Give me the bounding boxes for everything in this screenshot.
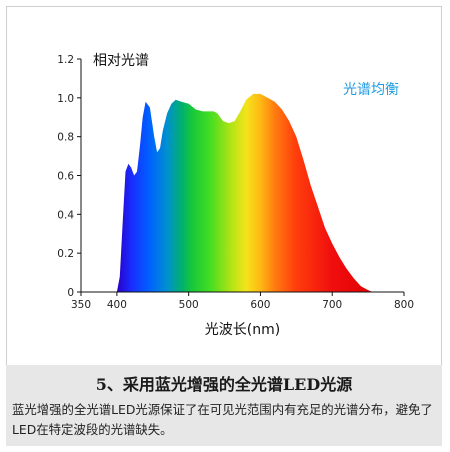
y-tick-label: 1.2 [57,54,74,66]
caption-body: 蓝光增强的全光谱LED光源保证了在可见光范围内有充足的光谱分布，避免了LED在特… [12,402,433,437]
y-tick-label: 0.6 [57,171,74,183]
y-tick-label: 0.4 [57,209,74,221]
caption-title: 5、采用蓝光增强的全光谱LED光源 [95,375,353,394]
y-tick-label: 0 [67,287,74,299]
x-tick-label: 800 [394,299,414,311]
x-tick-label: 700 [322,299,342,311]
y-axis-label: 相对光谱 [93,53,149,69]
y-tick-label: 0.8 [57,132,74,144]
x-tick-label: 600 [250,299,270,311]
x-axis-label: 光波长(nm) [205,322,280,338]
spectrum-area [116,93,373,293]
caption-box: 5、采用蓝光增强的全光谱LED光源 蓝光增强的全光谱LED光源保证了在可见光范围… [6,365,442,446]
x-tick-label: 400 [107,299,127,311]
x-tick-label: 500 [179,299,199,311]
y-tick-label: 1.0 [57,93,74,105]
spectrum-chart: 350 400 500 600 700 800 0 0.2 0.4 0.6 0.8 1.0 1.2 相对… [57,53,414,338]
y-tick-label: 0.2 [57,248,74,260]
balanced-spectrum-annotation: 光谱均衡 [343,82,399,98]
x-tick-label: 350 [71,299,91,311]
